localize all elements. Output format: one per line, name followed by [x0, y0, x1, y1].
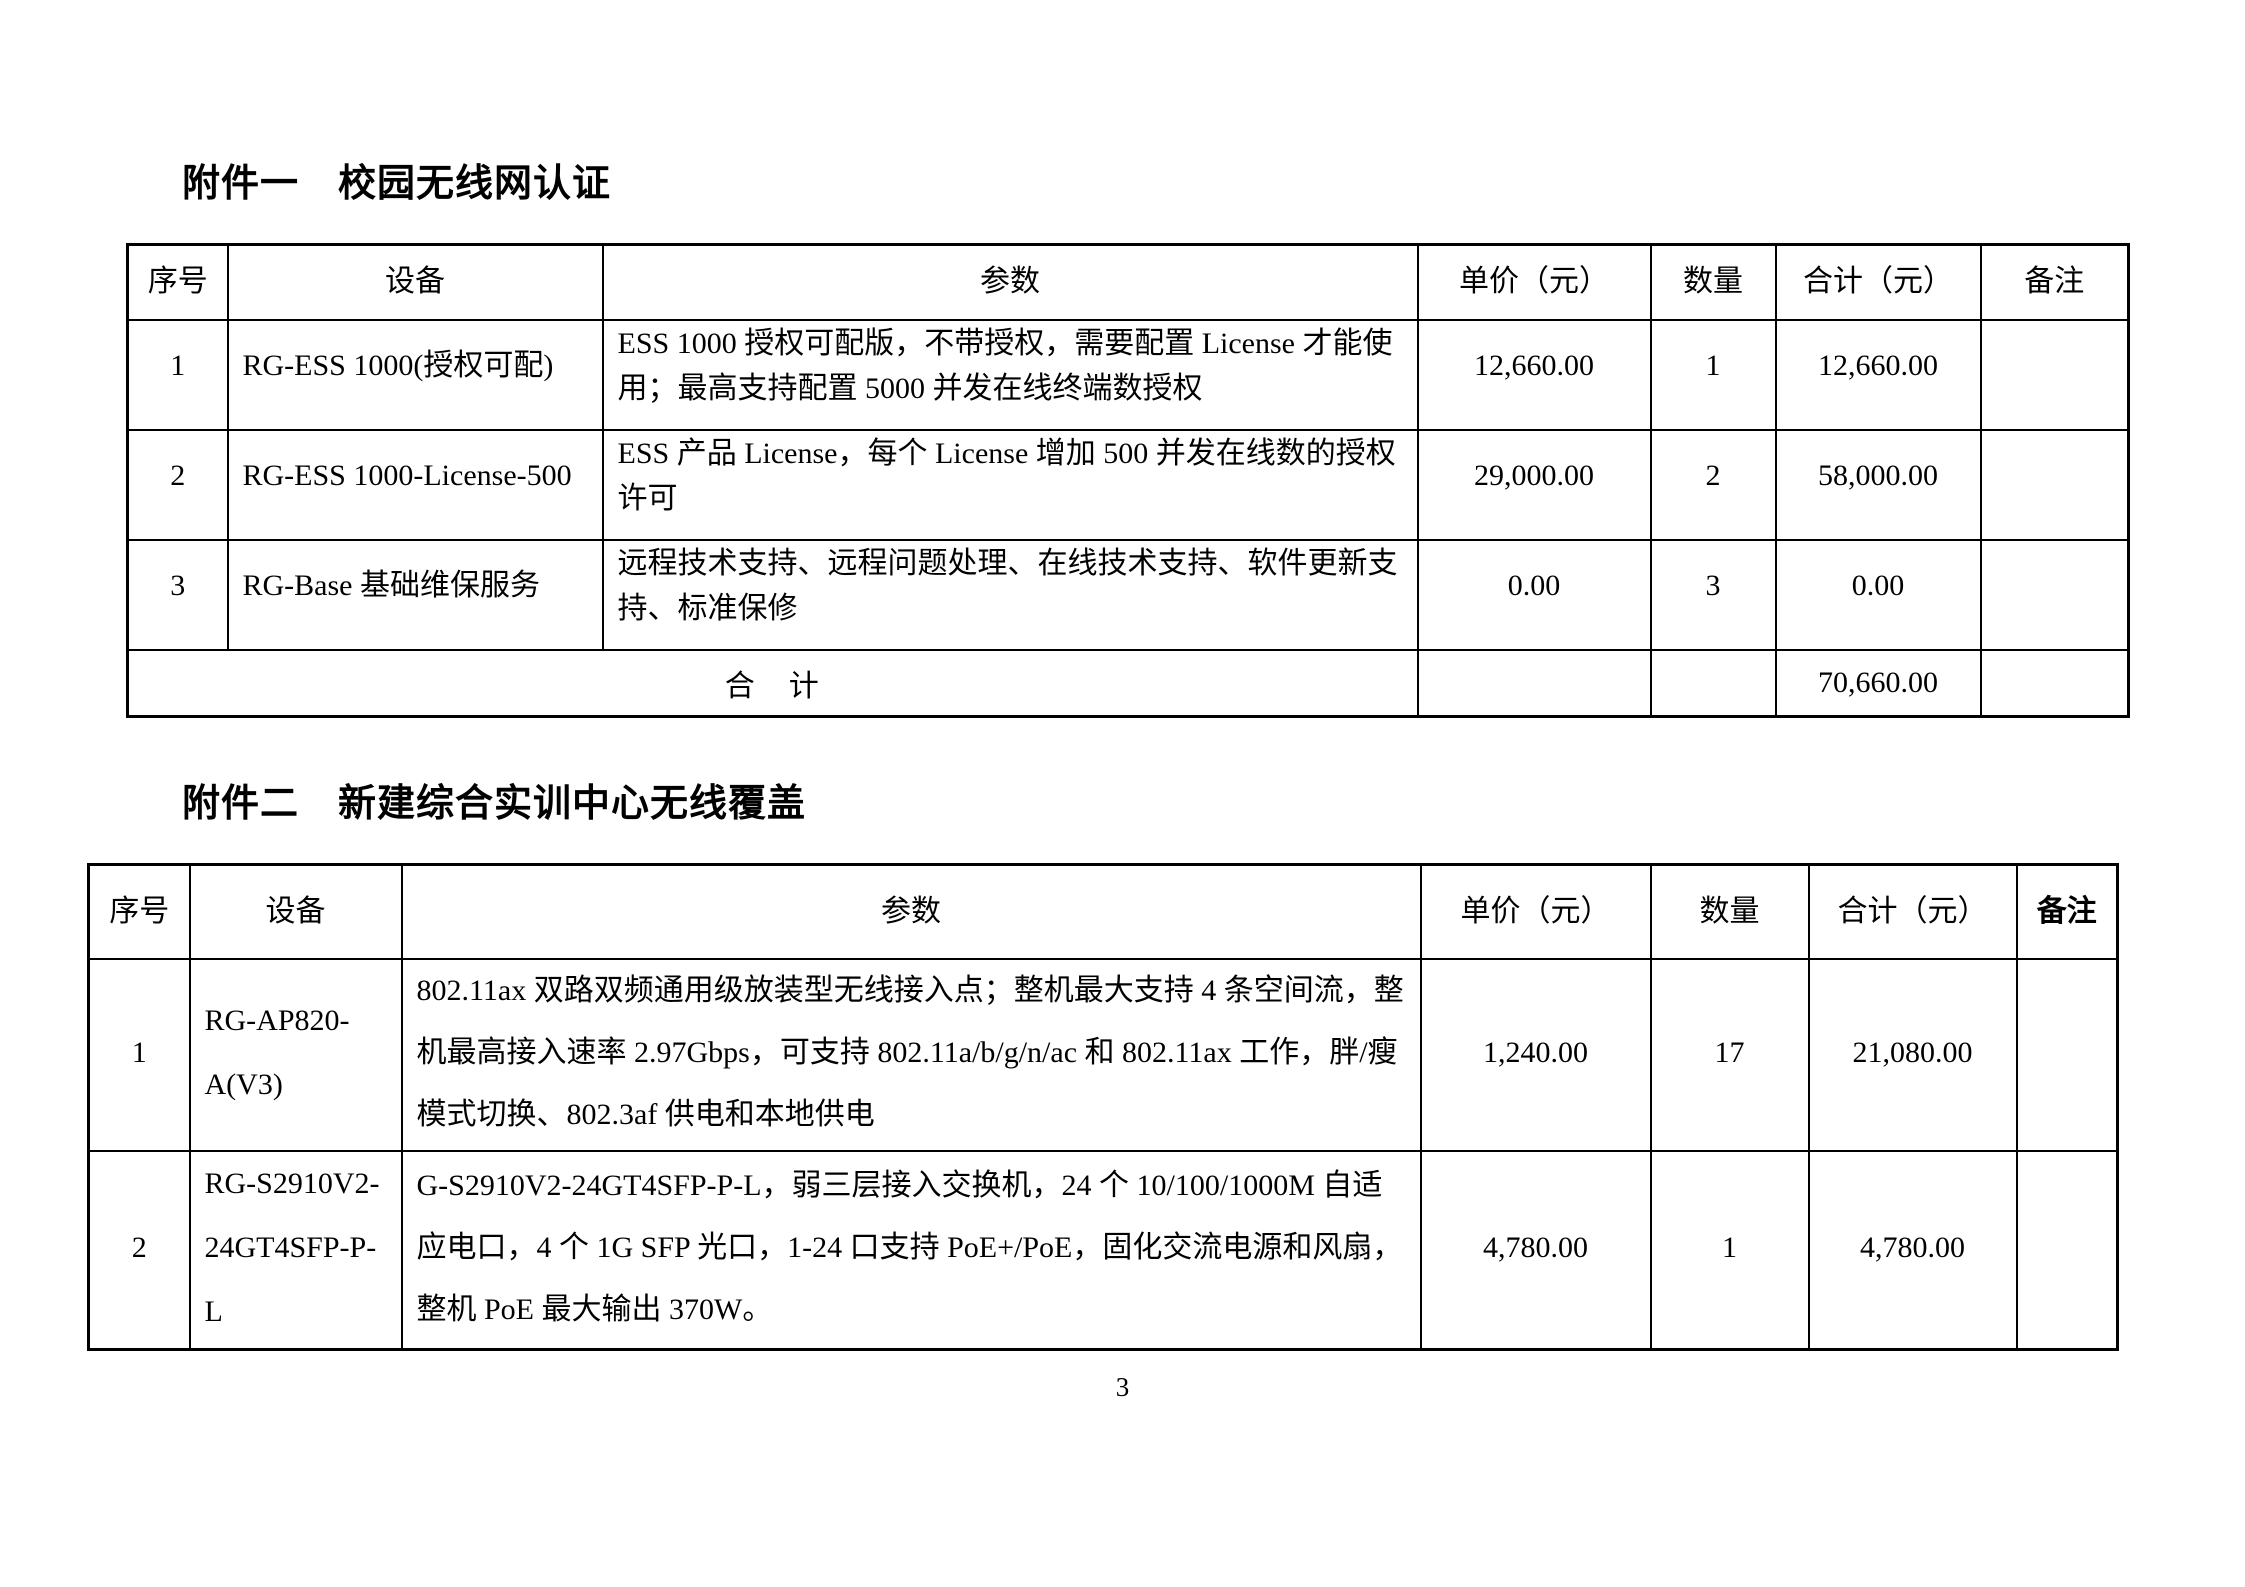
attachment2-header-row: 序号 设备 参数 单价（元） 数量 合计（元） 备注 — [87, 863, 2119, 960]
cell-remark — [2015, 1149, 2119, 1350]
cell-total: 12,660.00 — [1774, 318, 1982, 431]
table-row: 2 RG-ESS 1000-License-500 ESS 产品 License… — [126, 428, 2130, 541]
cell-params: ESS 1000 授权可配版，不带授权，需要配置 License 才能使用；最高… — [601, 318, 1419, 431]
cell-unit-price: 4,780.00 — [1419, 1149, 1652, 1350]
cell-unit-price: 1,240.00 — [1419, 957, 1652, 1152]
cell-total: 4,780.00 — [1807, 1149, 2018, 1350]
total-qty-empty — [1649, 648, 1777, 717]
cell-no: 3 — [126, 538, 229, 651]
table-row: 1 RG-ESS 1000(授权可配) ESS 1000 授权可配版，不带授权，… — [126, 318, 2130, 431]
cell-remark — [1979, 428, 2130, 541]
cell-qty: 17 — [1649, 957, 1810, 1152]
total-label: 合 计 — [126, 648, 1419, 717]
cell-total: 21,080.00 — [1807, 957, 2018, 1152]
cell-device: RG-ESS 1000-License-500 — [226, 428, 604, 541]
cell-device: RG-Base 基础维保服务 — [226, 538, 604, 651]
total-row: 合 计 70,660.00 — [126, 648, 2130, 717]
total-unit-price-empty — [1416, 648, 1652, 717]
cell-remark — [2015, 957, 2119, 1152]
cell-device: RG-ESS 1000(授权可配) — [226, 318, 604, 431]
cell-remark — [1979, 538, 2130, 651]
total-value: 70,660.00 — [1774, 648, 1982, 717]
cell-unit-price: 29,000.00 — [1416, 428, 1652, 541]
column-header-total: 合计（元） — [1807, 863, 2018, 960]
cell-unit-price: 0.00 — [1416, 538, 1652, 651]
table-row: 3 RG-Base 基础维保服务 远程技术支持、远程问题处理、在线技术支持、软件… — [126, 538, 2130, 651]
column-header-remark: 备注 — [2015, 863, 2119, 960]
column-header-total: 合计（元） — [1774, 243, 1982, 321]
column-header-remark: 备注 — [1979, 243, 2130, 321]
cell-no: 1 — [87, 957, 191, 1152]
page-number: 3 — [1115, 1372, 1130, 1402]
column-header-device: 设备 — [226, 243, 604, 321]
cell-qty: 1 — [1649, 1149, 1810, 1350]
cell-params: 远程技术支持、远程问题处理、在线技术支持、软件更新支持、标准保修 — [601, 538, 1419, 651]
cell-no: 1 — [126, 318, 229, 431]
column-header-qty: 数量 — [1649, 243, 1777, 321]
cell-qty: 1 — [1649, 318, 1777, 431]
cell-no: 2 — [87, 1149, 191, 1350]
cell-device: RG-S2910V2-24GT4SFP-P-L — [188, 1149, 403, 1350]
column-header-no: 序号 — [126, 243, 229, 321]
cell-qty: 2 — [1649, 428, 1777, 541]
cell-params: 802.11ax 双路双频通用级放装型无线接入点；整机最大支持 4 条空间流，整… — [400, 957, 1422, 1152]
table-row: 2 RG-S2910V2-24GT4SFP-P-L G-S2910V2-24GT… — [87, 1149, 2119, 1350]
attachment1-title: 附件一 校园无线网认证 — [182, 163, 612, 205]
total-remark-empty — [1979, 648, 2130, 717]
column-header-unit-price: 单价（元） — [1416, 243, 1652, 321]
cell-total: 58,000.00 — [1774, 428, 1982, 541]
column-header-no: 序号 — [87, 863, 191, 960]
cell-remark — [1979, 318, 2130, 431]
cell-params: ESS 产品 License，每个 License 增加 500 并发在线数的授… — [601, 428, 1419, 541]
cell-no: 2 — [126, 428, 229, 541]
column-header-device: 设备 — [188, 863, 403, 960]
column-header-unit-price: 单价（元） — [1419, 863, 1652, 960]
attachment1-table: 序号 设备 参数 单价（元） 数量 合计（元） 备注 1 RG-ESS 1000… — [126, 243, 2130, 718]
column-header-params: 参数 — [400, 863, 1422, 960]
attachment2-title: 附件二 新建综合实训中心无线覆盖 — [182, 783, 807, 825]
cell-params: G-S2910V2-24GT4SFP-P-L，弱三层接入交换机，24 个 10/… — [400, 1149, 1422, 1350]
cell-device: RG-AP820-A(V3) — [188, 957, 403, 1152]
attachment2-table: 序号 设备 参数 单价（元） 数量 合计（元） 备注 1 RG-AP820-A(… — [87, 863, 2119, 1351]
column-header-qty: 数量 — [1649, 863, 1810, 960]
cell-unit-price: 12,660.00 — [1416, 318, 1652, 431]
cell-qty: 3 — [1649, 538, 1777, 651]
table-row: 1 RG-AP820-A(V3) 802.11ax 双路双频通用级放装型无线接入… — [87, 957, 2119, 1152]
attachment1-header-row: 序号 设备 参数 单价（元） 数量 合计（元） 备注 — [126, 243, 2130, 321]
column-header-params: 参数 — [601, 243, 1419, 321]
cell-total: 0.00 — [1774, 538, 1982, 651]
